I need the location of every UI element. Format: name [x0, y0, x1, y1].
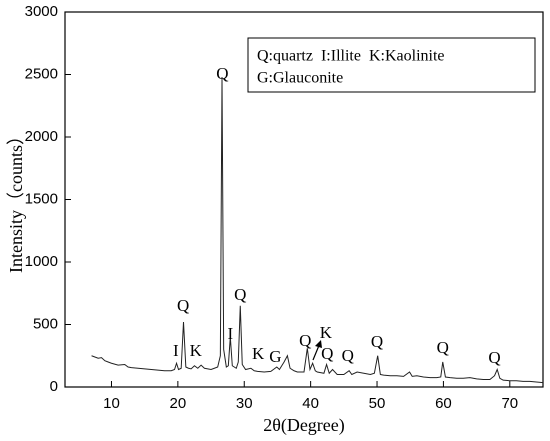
x-tick-label: 60 [435, 395, 452, 412]
peak-label: Q [371, 332, 383, 351]
peak-label: I [173, 341, 179, 360]
y-axis-label: Intensity（counts） [6, 127, 26, 273]
xrd-line [91, 76, 544, 384]
x-tick-label: 50 [369, 395, 386, 412]
y-tick-label: 3000 [25, 3, 58, 20]
peak-label: Q [437, 338, 449, 357]
x-tick-label: 20 [170, 395, 187, 412]
peak-label: Q [299, 331, 311, 350]
peak-label: Q [177, 296, 189, 315]
y-tick-label: 1500 [25, 190, 58, 207]
peak-label: Q [342, 346, 354, 365]
legend-box [247, 37, 536, 93]
y-tick-label: 0 [50, 378, 58, 395]
peak-label: K [190, 341, 203, 360]
peak-label: G [269, 347, 281, 366]
peak-label: Q [234, 285, 246, 304]
peak-label: K [320, 323, 333, 342]
x-tick-label: 30 [236, 395, 253, 412]
peak-label: I [227, 324, 233, 343]
peak-label: Q [488, 348, 500, 367]
y-tick-label: 2500 [25, 65, 58, 82]
x-tick-label: 40 [302, 395, 319, 412]
x-axis-label: 2θ(Degree) [263, 415, 345, 436]
peak-label: Q [321, 344, 333, 363]
y-tick-label: 500 [33, 315, 58, 332]
legend-text: G:Glauconite [257, 70, 343, 87]
peak-label: Q [216, 64, 228, 83]
peak-label: K [252, 344, 265, 363]
y-tick-label: 2000 [25, 128, 58, 145]
x-tick-label: 70 [501, 395, 518, 412]
x-tick-label: 10 [103, 395, 120, 412]
legend-text: Q:quartz I:Illite K:Kaolinite [257, 48, 445, 65]
arrow-head [315, 340, 322, 348]
y-tick-label: 1000 [25, 253, 58, 270]
